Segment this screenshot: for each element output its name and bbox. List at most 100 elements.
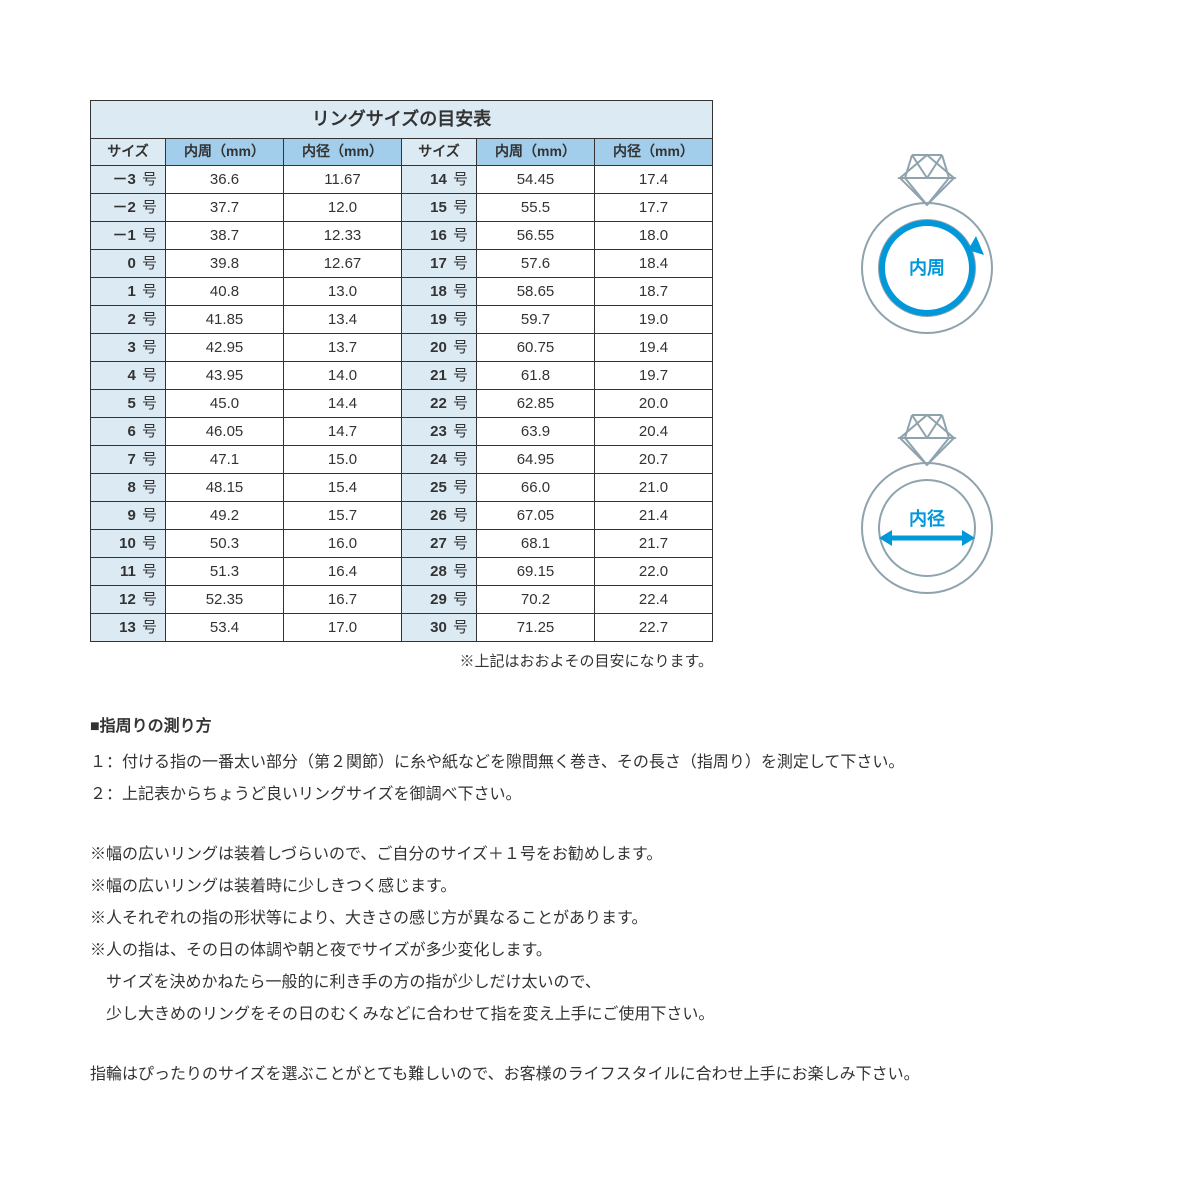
cell-size: 23 号 [402,417,477,445]
diameter-diagram-icon: 内径 [842,410,1012,600]
cell-circ: 45.0 [166,389,284,417]
cell-diam: 18.7 [595,277,713,305]
cell-diam: 16.7 [284,585,402,613]
cell-circ: 54.45 [477,165,595,193]
cell-size: 24 号 [402,445,477,473]
cell-diam: 13.7 [284,333,402,361]
cell-diam: 12.33 [284,221,402,249]
cell-diam: 19.4 [595,333,713,361]
cell-size: 25 号 [402,473,477,501]
cell-size: 21 号 [402,361,477,389]
cell-size: 22 号 [402,389,477,417]
cell-circ: 48.15 [166,473,284,501]
cell-size: 10 号 [91,529,166,557]
instruction-note3: ※人それぞれの指の形状等により、大きさの感じ方が異なることがあります。 [90,903,1110,935]
table-row: 7 号47.115.024 号64.9520.7 [91,445,713,473]
instructions-heading: ■指周りの測り方 [90,711,1110,743]
top-area: リングサイズの目安表 サイズ 内周（mm） 内径（mm） サイズ 内周（mm） … [90,100,1110,671]
cell-diam: 21.0 [595,473,713,501]
table-row: 1 号40.813.018 号58.6518.7 [91,277,713,305]
table-header-row: サイズ 内周（mm） 内径（mm） サイズ 内周（mm） 内径（mm） [91,139,713,166]
cell-diam: 11.67 [284,165,402,193]
instruction-note2: ※幅の広いリングは装着時に少しきつく感じます。 [90,871,1110,903]
cell-circ: 67.05 [477,501,595,529]
cell-size: －3 号 [91,165,166,193]
cell-diam: 16.0 [284,529,402,557]
cell-diam: 17.7 [595,193,713,221]
cell-circ: 50.3 [166,529,284,557]
instruction-note6: 少し大きめのリングをその日のむくみなどに合わせて指を変え上手にご使用下さい。 [90,999,1110,1031]
cell-diam: 15.7 [284,501,402,529]
cell-diam: 19.7 [595,361,713,389]
cell-size: 19 号 [402,305,477,333]
instruction-note1: ※幅の広いリングは装着しづらいので、ご自分のサイズ＋１号をお勧めします。 [90,839,1110,871]
table-row: 10 号50.316.027 号68.121.7 [91,529,713,557]
table-row: 13 号53.417.030 号71.2522.7 [91,613,713,641]
cell-circ: 37.7 [166,193,284,221]
cell-diam: 14.7 [284,417,402,445]
cell-size: 28 号 [402,557,477,585]
cell-circ: 62.85 [477,389,595,417]
cell-diam: 12.67 [284,249,402,277]
cell-diam: 13.4 [284,305,402,333]
table-title: リングサイズの目安表 [91,101,713,139]
cell-size: 8 号 [91,473,166,501]
header-circ-2: 内周（mm） [477,139,595,166]
cell-size: 3 号 [91,333,166,361]
cell-size: 17 号 [402,249,477,277]
cell-diam: 20.4 [595,417,713,445]
cell-circ: 64.95 [477,445,595,473]
cell-circ: 36.6 [166,165,284,193]
cell-diam: 17.0 [284,613,402,641]
cell-circ: 71.25 [477,613,595,641]
ring-size-table: リングサイズの目安表 サイズ 内周（mm） 内径（mm） サイズ 内周（mm） … [90,100,713,642]
cell-diam: 17.4 [595,165,713,193]
cell-size: 6 号 [91,417,166,445]
cell-size: 4 号 [91,361,166,389]
instruction-step1: １：付ける指の一番太い部分（第２関節）に糸や紙などを隙間無く巻き、その長さ（指周… [90,747,1110,779]
table-row: －1 号38.712.3316 号56.5518.0 [91,221,713,249]
cell-size: 16 号 [402,221,477,249]
cell-circ: 47.1 [166,445,284,473]
cell-circ: 57.6 [477,249,595,277]
cell-circ: 41.85 [166,305,284,333]
cell-diam: 12.0 [284,193,402,221]
cell-diam: 21.7 [595,529,713,557]
cell-size: 29 号 [402,585,477,613]
table-note: ※上記はおおよその目安になります。 [90,650,713,671]
cell-diam: 14.0 [284,361,402,389]
table-row: 11 号51.316.428 号69.1522.0 [91,557,713,585]
header-diam-2: 内径（mm） [595,139,713,166]
cell-circ: 43.95 [166,361,284,389]
cell-circ: 42.95 [166,333,284,361]
table-row: 12 号52.3516.729 号70.222.4 [91,585,713,613]
table-body: －3 号36.611.6714 号54.4517.4－2 号37.712.015… [91,165,713,641]
cell-circ: 55.5 [477,193,595,221]
table-row: 9 号49.215.726 号67.0521.4 [91,501,713,529]
header-size-1: サイズ [91,139,166,166]
circumference-label: 内周 [909,257,945,278]
diagrams-area: 内周 内径 [743,100,1110,600]
table-row: －2 号37.712.015 号55.517.7 [91,193,713,221]
cell-circ: 59.7 [477,305,595,333]
cell-size: 11 号 [91,557,166,585]
cell-diam: 15.4 [284,473,402,501]
cell-size: 5 号 [91,389,166,417]
cell-diam: 22.0 [595,557,713,585]
cell-circ: 53.4 [166,613,284,641]
cell-diam: 22.4 [595,585,713,613]
cell-circ: 58.65 [477,277,595,305]
cell-diam: 14.4 [284,389,402,417]
cell-diam: 20.7 [595,445,713,473]
cell-circ: 51.3 [166,557,284,585]
header-diam-1: 内径（mm） [284,139,402,166]
table-row: 0 号39.812.6717 号57.618.4 [91,249,713,277]
cell-circ: 66.0 [477,473,595,501]
cell-circ: 39.8 [166,249,284,277]
instruction-note4: ※人の指は、その日の体調や朝と夜でサイズが多少変化します。 [90,935,1110,967]
cell-diam: 20.0 [595,389,713,417]
diameter-label: 内径 [909,508,945,529]
cell-circ: 69.15 [477,557,595,585]
cell-circ: 63.9 [477,417,595,445]
table-row: 4 号43.9514.021 号61.819.7 [91,361,713,389]
